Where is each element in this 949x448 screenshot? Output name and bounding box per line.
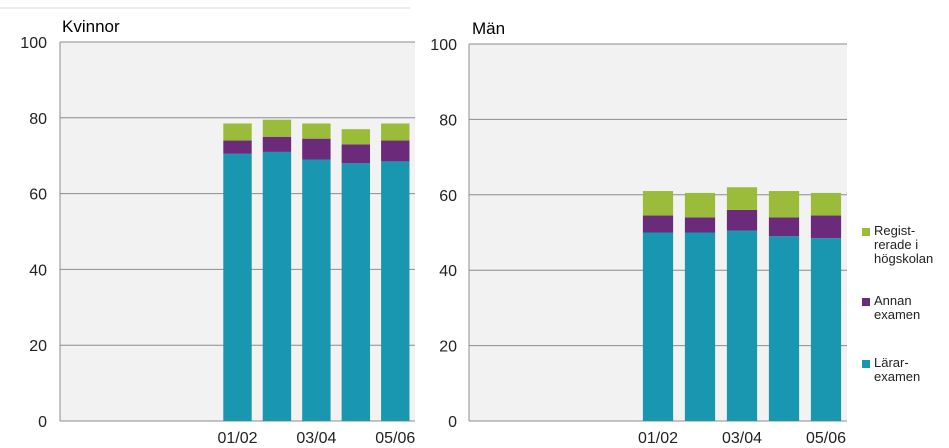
bar-registrerade-04-05 (341, 129, 371, 145)
bar-registrerade-05-06 (810, 192, 842, 216)
bar-larar-01-02 (223, 153, 252, 421)
bar-registrerade-01-02 (642, 191, 674, 216)
x-tick-label: 03/04 (722, 430, 762, 447)
legend-label-larar: Lärar- examen (874, 355, 921, 384)
legend-label-registrerade: Regist- rerade i högskolan (874, 223, 934, 266)
y-tick-label: 0 (448, 414, 457, 431)
bar-larar-05-06 (381, 161, 410, 421)
bar-larar-02-03 (262, 151, 292, 421)
y-tick-label: 40 (439, 263, 457, 280)
y-tick-label: 20 (439, 339, 457, 356)
bar-registrerade-02-03 (684, 192, 716, 218)
legend-swatch-annan (862, 298, 870, 306)
y-tick-label: 60 (29, 187, 47, 204)
chart-title: Män (472, 19, 505, 38)
bar-annan-04-05 (341, 144, 371, 164)
bar-annan-01-02 (223, 140, 252, 154)
chart-man: Män 0 20 40 60 80 100 01/02 03/04 05/06 (430, 19, 847, 447)
y-tick-label: 60 (439, 188, 457, 205)
bar-registrerade-05-06 (381, 123, 410, 141)
x-tick-label: 05/06 (375, 430, 415, 447)
bar-registrerade-03-04 (726, 187, 758, 210)
y-tick-label: 0 (38, 414, 47, 431)
bar-larar-02-03 (684, 232, 716, 421)
bar-annan-02-03 (262, 136, 292, 152)
y-tick-label: 80 (439, 112, 457, 129)
y-tick-label: 80 (29, 111, 47, 128)
bar-registrerade-04-05 (768, 191, 800, 218)
bar-larar-04-05 (341, 163, 371, 421)
x-tick-label: 03/04 (296, 430, 336, 447)
bar-registrerade-01-02 (223, 123, 252, 141)
bar-annan-04-05 (768, 217, 800, 237)
bar-larar-03-04 (302, 159, 331, 422)
y-tick-label: 40 (29, 262, 47, 279)
y-tick-label: 100 (20, 35, 47, 52)
x-tick-label: 05/06 (806, 430, 846, 447)
bar-annan-01-02 (642, 215, 674, 233)
bar-larar-05-06 (810, 238, 842, 421)
x-tick-label: 01/02 (638, 430, 678, 447)
legend-swatch-registrerade (862, 228, 870, 236)
bar-larar-03-04 (726, 230, 758, 421)
legend-swatch-larar (862, 360, 870, 368)
bar-annan-05-06 (810, 215, 842, 239)
bar-registrerade-02-03 (262, 119, 292, 137)
bar-larar-04-05 (768, 236, 800, 421)
x-tick-label: 01/02 (217, 430, 257, 447)
bar-annan-03-04 (726, 209, 758, 231)
legend-label-annan: Annan examen (874, 293, 921, 322)
y-tick-label: 100 (430, 37, 457, 54)
bar-larar-01-02 (642, 232, 674, 421)
chart-title: Kvinnor (62, 17, 120, 36)
bar-annan-02-03 (684, 217, 716, 233)
bar-registrerade-03-04 (302, 123, 331, 139)
y-tick-label: 20 (29, 338, 47, 355)
chart-kvinnor: Kvinnor 0 20 40 60 80 100 01/02 03/04 05/06 (20, 17, 415, 447)
bar-annan-05-06 (381, 140, 410, 162)
bar-annan-03-04 (302, 138, 331, 160)
